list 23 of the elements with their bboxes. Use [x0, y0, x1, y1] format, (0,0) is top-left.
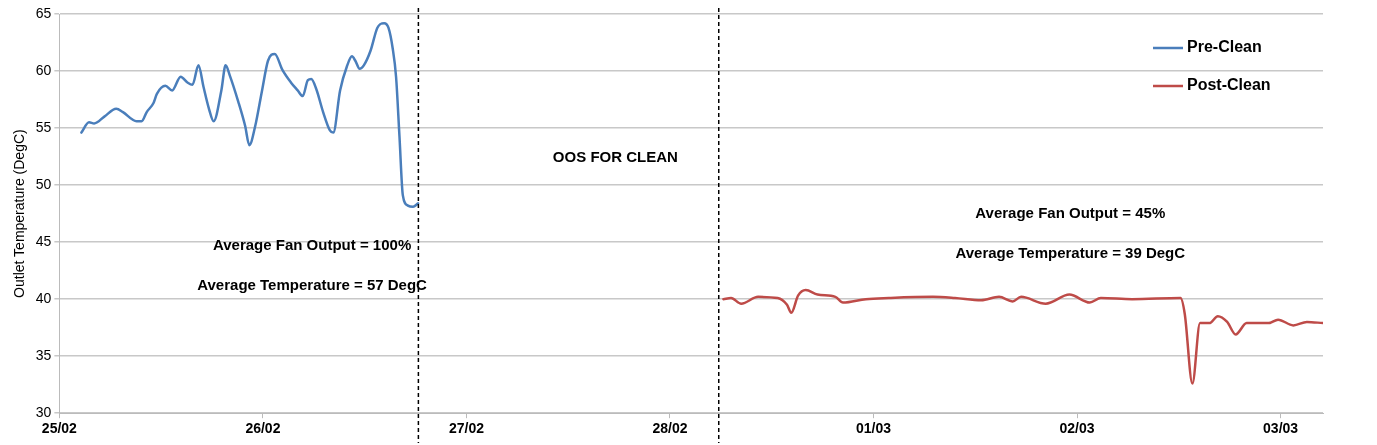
x-tick-label: 27/02 [448, 420, 485, 437]
annotation: Average Temperature = 39 DegC [955, 243, 1186, 261]
y-tick-label: 65 [35, 4, 52, 21]
x-tick-label: 26/02 [245, 420, 281, 437]
y-tick-label: 45 [35, 232, 52, 249]
x-tick-label: 01/03 [856, 420, 892, 437]
x-tick-label: 02/03 [1059, 420, 1095, 437]
legend-label: Pre-Clean [1187, 38, 1262, 56]
y-tick-label: 35 [35, 347, 52, 364]
annotation: Average Temperature = 57 DegC [197, 275, 428, 293]
y-tick-label: 30 [35, 404, 52, 421]
annotation: OOS FOR CLEAN [552, 147, 678, 165]
annotation: Average Fan Output = 45% [975, 203, 1166, 221]
x-tick-label: 25/02 [41, 420, 78, 437]
y-tick-label: 50 [35, 175, 52, 192]
legend-label: Post-Clean [1187, 76, 1271, 94]
x-tick-label: 28/02 [652, 420, 688, 437]
y-tick-label: 40 [35, 290, 52, 306]
y-tick-label: 60 [35, 61, 52, 78]
annotation: Average Fan Output = 100% [212, 235, 412, 253]
y-axis-title: Outlet Temperature (DegC) [11, 129, 28, 298]
y-tick-label: 55 [35, 118, 52, 135]
x-tick-label: 03/03 [1263, 420, 1299, 437]
